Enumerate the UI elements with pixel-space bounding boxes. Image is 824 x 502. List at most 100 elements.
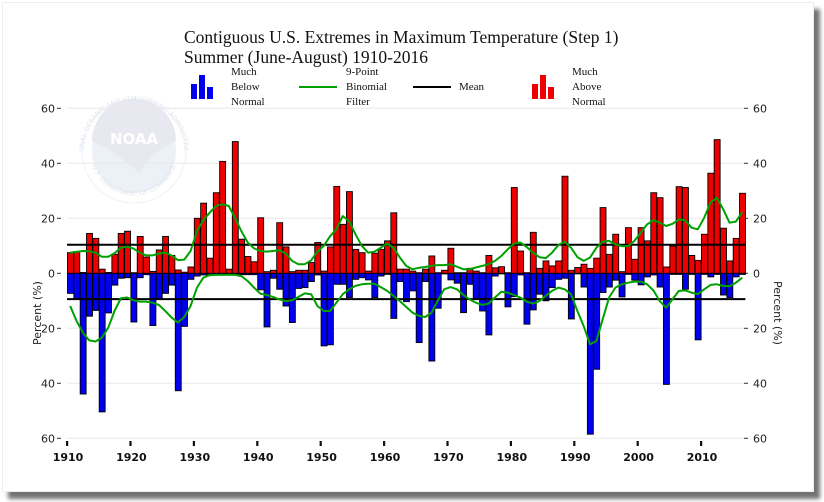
y-tick-label-right: 40: [753, 377, 767, 390]
bar-much-above-normal: [580, 263, 588, 274]
bar-much-above-normal: [219, 160, 227, 274]
bar-much-above-normal: [732, 237, 740, 274]
legend-label-line: Filter: [346, 96, 370, 108]
filter-line-above: [70, 196, 744, 271]
bar-much-above-normal: [720, 227, 727, 274]
bar-much-below-normal: [365, 272, 372, 281]
filter-line-below: [69, 273, 743, 346]
x-tick: [573, 441, 576, 446]
bar-much-above-normal: [124, 230, 131, 274]
bar-much-above-normal: [187, 266, 195, 274]
x-tick-label: 1910: [53, 451, 84, 464]
x-tick: [192, 441, 195, 446]
bar-much-below-normal: [67, 272, 74, 294]
bar-much-above-normal: [295, 269, 303, 274]
x-tick: [319, 441, 322, 446]
x-tick-label: 2010: [687, 451, 718, 464]
x-tick: [383, 441, 386, 446]
bar-much-below-normal: [612, 272, 620, 281]
bar-much-above-normal: [726, 260, 734, 274]
bar-much-above-normal: [675, 186, 683, 274]
bar-much-below-normal: [707, 272, 715, 278]
bar-much-above-normal: [713, 139, 721, 274]
bar-much-above-normal: [701, 233, 708, 274]
bar-much-above-normal: [358, 252, 366, 274]
bar-much-above-normal: [149, 270, 157, 274]
y-axis-label-left: Percent (%): [31, 281, 44, 345]
bar-much-below-normal: [656, 272, 664, 288]
legend-label-line: Binomial: [346, 81, 387, 93]
x-tick-label: 1960: [370, 451, 401, 464]
bar-much-above-normal: [561, 175, 569, 274]
bar-much-below-normal: [352, 272, 360, 280]
bar-much-above-normal: [739, 192, 746, 274]
legend-label-line: 9-Point: [346, 66, 378, 78]
bar-much-below-normal: [98, 272, 106, 413]
chart-title: Contiguous U.S. Extremes in Maximum Temp…: [184, 27, 619, 47]
bar-much-below-normal: [117, 272, 125, 279]
bar-much-below-normal: [105, 272, 112, 314]
bar-much-above-normal: [225, 268, 233, 274]
bar-much-above-normal: [415, 272, 423, 274]
bar-much-below-normal: [124, 272, 131, 279]
bar-much-above-normal: [174, 269, 182, 274]
legend: Much Below Normal 9-Point Binomial Filte…: [191, 66, 606, 108]
x-tick: [509, 441, 512, 446]
bar-much-above-normal: [586, 267, 594, 274]
bar-much-above-normal: [510, 187, 518, 274]
bar-much-above-normal: [307, 262, 315, 274]
bar-much-above-normal: [105, 272, 112, 274]
bar-much-below-normal: [682, 272, 689, 290]
bar-much-above-normal: [707, 172, 715, 274]
x-tick: [636, 441, 639, 446]
bar-much-below-normal: [472, 272, 480, 299]
bar-much-above-normal: [574, 267, 582, 274]
bar-much-below-normal: [453, 272, 461, 284]
bar-much-above-normal: [288, 271, 296, 274]
y-tick-label-left: 60: [41, 102, 55, 115]
bar-much-above-normal: [244, 256, 252, 274]
bar-much-below-normal: [580, 272, 588, 288]
bar-much-below-normal: [720, 272, 727, 296]
bar-much-above-normal: [276, 222, 284, 274]
x-tick-label: 1990: [560, 451, 591, 464]
noaa-logo-text: NOAA: [110, 130, 159, 148]
legend-label-line: Mean: [459, 81, 485, 93]
y-axis-left: 60 40 20 0 20 40 60: [41, 102, 61, 445]
bar-much-below-normal: [346, 272, 353, 298]
x-tick: [66, 441, 69, 446]
bar-much-below-normal: [694, 272, 702, 341]
y-tick-label-right: 0: [753, 267, 760, 280]
bar-much-above-normal: [612, 233, 620, 274]
bar-much-below-normal: [111, 272, 119, 286]
y-axis-label-right: Percent (%): [771, 281, 784, 345]
bar-much-above-normal: [269, 269, 277, 274]
bar-much-below-normal: [86, 272, 93, 317]
bar-much-above-normal: [472, 270, 480, 274]
bar-much-above-normal: [339, 223, 347, 274]
legend-label-line: Below: [231, 81, 260, 93]
bar-much-below-normal: [73, 272, 81, 299]
bar-much-below-normal: [548, 272, 556, 289]
bar-much-above-normal: [92, 237, 100, 274]
y-tick-label-right: 20: [753, 322, 767, 335]
x-axis: 1910 1920 1930 1940 1950 1960 1970 1980 1990 2000…: [53, 441, 718, 464]
bar-much-above-normal: [314, 242, 322, 274]
bar-much-below-normal: [510, 272, 518, 298]
bar-much-above-normal: [656, 197, 664, 274]
bar-much-above-normal: [365, 270, 372, 274]
bar-much-above-normal: [409, 270, 417, 274]
bar-much-above-normal: [688, 254, 696, 274]
y-tick-label-right: 60: [753, 432, 767, 445]
bar-much-above-normal: [98, 268, 106, 274]
bar-much-above-normal: [605, 253, 613, 274]
legend-label-line: Above: [572, 81, 601, 93]
legend-label-line: Normal: [231, 96, 265, 108]
legend-label-line: Much: [572, 66, 598, 78]
bar-much-above-normal: [143, 256, 150, 274]
bar-much-above-normal: [548, 265, 556, 274]
bar-much-below-normal: [295, 272, 303, 289]
bar-much-below-normal: [422, 272, 429, 282]
y-tick-label-left: 40: [41, 157, 55, 170]
bar-much-above-normal: [403, 268, 410, 274]
